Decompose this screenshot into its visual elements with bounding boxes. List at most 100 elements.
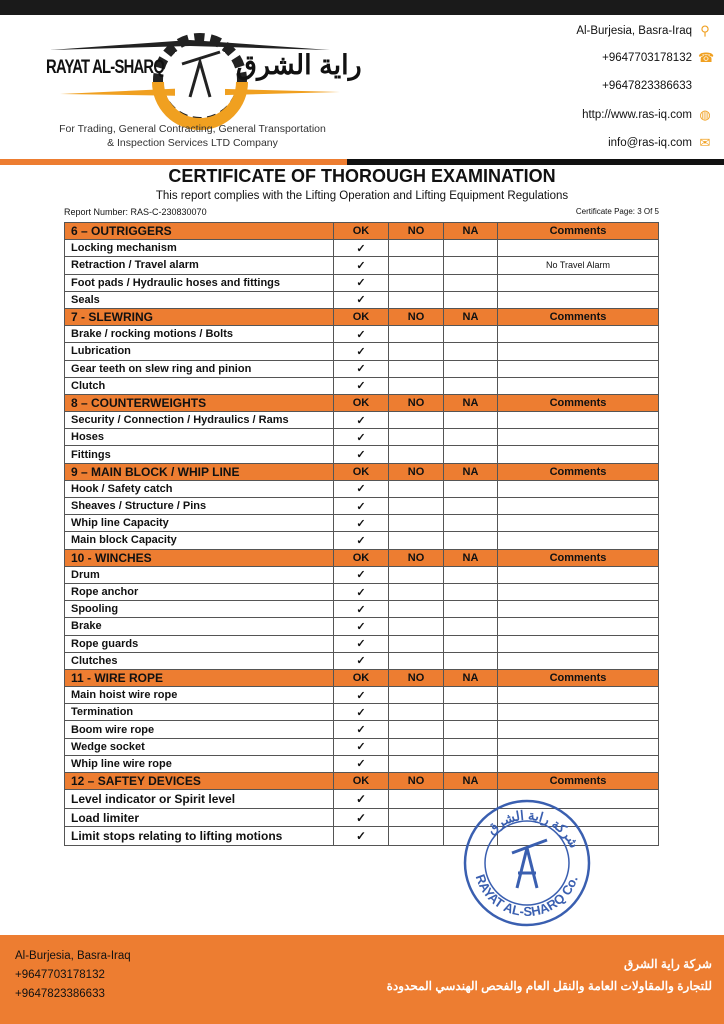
no-cell [388, 290, 444, 309]
table-row: Clutches ✓ [64, 651, 659, 670]
comment-cell [497, 342, 659, 361]
footer-company-name: شركة راية الشرق [623, 957, 712, 971]
comment-cell [497, 600, 659, 619]
ok-check-cell: ✓ [333, 290, 389, 309]
no-cell [388, 600, 444, 619]
footer-company-ar: شركة راية الشرق للتجارة والمقاولات العام… [387, 953, 712, 997]
ok-check-cell: ✓ [333, 531, 389, 550]
column-ok-header: OK [333, 771, 389, 791]
ok-check-cell: ✓ [333, 479, 389, 499]
item-label: Hoses [64, 428, 334, 447]
no-cell [388, 565, 444, 584]
column-ok-header: OK [333, 221, 389, 241]
item-label: Whip line wire rope [64, 754, 334, 774]
no-cell [388, 514, 444, 533]
logo-text-en: RAYAT AL-SHARQ [46, 57, 165, 78]
item-label: Hook / Safety catch [64, 479, 334, 499]
na-cell [443, 531, 498, 550]
na-cell [443, 720, 498, 739]
table-row: Rope guards ✓ [64, 634, 659, 653]
table-row: Security / Connection / Hydraulics / Ram… [64, 411, 659, 430]
column-ok-header: OK [333, 462, 389, 481]
na-cell [443, 514, 498, 533]
table-row: Foot pads / Hydraulic hoses and fittings… [64, 273, 659, 292]
item-label: Main block Capacity [64, 531, 334, 550]
ok-check-cell: ✓ [333, 256, 389, 275]
section-title: 7 - SLEWRING [64, 307, 334, 327]
ok-check-cell: ✓ [333, 720, 389, 739]
na-cell [443, 376, 498, 395]
contact-text: Al-Burjesia, Basra-Iraq [576, 25, 692, 37]
item-label: Drum [64, 565, 334, 584]
na-cell [443, 428, 498, 447]
table-row: Level indicator or Spirit level ✓ [64, 789, 659, 809]
table-row: Locking mechanism ✓ [64, 239, 659, 258]
item-label: Seals [64, 290, 334, 309]
table-row: Brake ✓ [64, 617, 659, 636]
column-na-header: NA [443, 548, 498, 567]
section-header: 11 - WIRE ROPE OK NO NA Comments [64, 668, 659, 688]
email-link[interactable]: info@ras-iq.com [608, 137, 692, 149]
comment-cell [497, 565, 659, 584]
item-label: Termination [64, 703, 334, 722]
section-title: 8 – COUNTERWEIGHTS [64, 393, 334, 413]
ok-check-cell: ✓ [333, 807, 389, 828]
contact-text: +9647823386633 [602, 80, 692, 92]
spacer [698, 79, 712, 93]
section-title: 9 – MAIN BLOCK / WHIP LINE [64, 462, 334, 481]
column-comments-header: Comments [497, 548, 659, 567]
contact-website[interactable]: http://www.ras-iq.com ◍ [582, 108, 712, 122]
section-title: 10 - WINCHES [64, 548, 334, 567]
no-cell [388, 256, 444, 275]
contact-email[interactable]: info@ras-iq.com ✉ [608, 136, 712, 150]
na-cell [443, 600, 498, 619]
ok-check-cell: ✓ [333, 273, 389, 292]
comment-cell: No Travel Alarm [497, 256, 659, 275]
table-row: Drum ✓ [64, 565, 659, 584]
report-number: Report Number: RAS-C-230830070 [64, 207, 207, 217]
column-no-header: NO [388, 221, 444, 241]
footer-contacts: Al-Burjesia, Basra-Iraq +9647703178132 +… [15, 947, 131, 1004]
divider-orange [0, 159, 347, 165]
comment-cell [497, 617, 659, 636]
na-cell [443, 737, 498, 756]
no-cell [388, 634, 444, 653]
comment-cell [497, 376, 659, 395]
na-cell [443, 686, 498, 705]
item-label: Load limiter [64, 807, 334, 828]
ok-check-cell: ✓ [333, 411, 389, 430]
ok-check-cell: ✓ [333, 703, 389, 722]
column-comments-header: Comments [497, 393, 659, 413]
table-row: Spooling ✓ [64, 600, 659, 619]
page-subtitle: This report complies with the Lifting Op… [155, 190, 569, 202]
no-cell [388, 445, 444, 464]
na-cell [443, 565, 498, 584]
comment-cell [497, 445, 659, 464]
item-label: Wedge socket [64, 737, 334, 756]
footer: Al-Burjesia, Basra-Iraq +9647703178132 +… [0, 935, 724, 1024]
na-cell [443, 342, 498, 361]
section-title: 6 – OUTRIGGERS [64, 221, 334, 241]
column-na-header: NA [443, 668, 498, 688]
item-label: Retraction / Travel alarm [64, 256, 334, 275]
item-label: Boom wire rope [64, 720, 334, 739]
table-row: Load limiter ✓ [64, 807, 659, 828]
contact-address: Al-Burjesia, Basra-Iraq ⚲ [576, 24, 712, 38]
contact-phone-1: +9647703178132 ☎ [602, 51, 714, 65]
na-cell [443, 273, 498, 292]
comment-cell [497, 737, 659, 756]
location-pin-icon: ⚲ [700, 23, 710, 38]
item-label: Clutch [64, 376, 334, 395]
ok-check-cell: ✓ [333, 600, 389, 619]
no-cell [388, 582, 444, 602]
no-cell [388, 826, 444, 846]
na-cell [443, 754, 498, 774]
column-comments-header: Comments [497, 221, 659, 241]
comment-cell [497, 634, 659, 653]
footer-phone: +9647703178132 [15, 969, 105, 981]
column-no-header: NO [388, 462, 444, 481]
website-link[interactable]: http://www.ras-iq.com [582, 109, 692, 121]
ok-check-cell: ✓ [333, 634, 389, 653]
table-row: Retraction / Travel alarm ✓ No Travel Alar… [64, 256, 659, 275]
comment-cell [497, 411, 659, 430]
